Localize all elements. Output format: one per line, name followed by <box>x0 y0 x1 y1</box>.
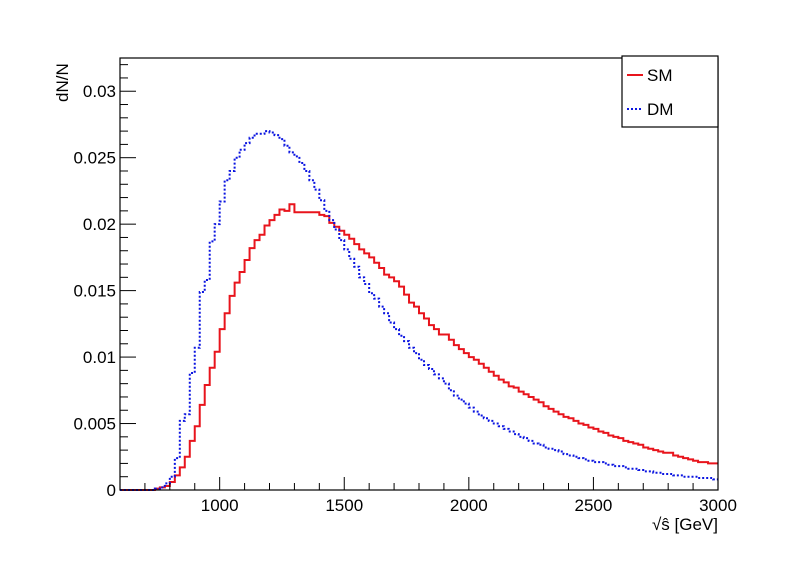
x-tick-label: 1500 <box>325 496 363 515</box>
x-tick-label: 2000 <box>450 496 488 515</box>
series-line-dm <box>120 130 718 491</box>
y-tick-label: 0.01 <box>83 348 116 367</box>
y-axis-label: dN/N <box>53 63 72 102</box>
x-tick-label: 2500 <box>575 496 613 515</box>
legend-label-sm: SM <box>647 66 673 85</box>
y-tick-label: 0.015 <box>73 282 116 301</box>
x-tick-label: 1000 <box>201 496 239 515</box>
x-axis-label: √ŝ [GeV] <box>652 515 718 534</box>
legend: SM DM <box>621 55 719 128</box>
axes-layer: 0 0.005 0.01 0.015 0.02 0.025 0.03 1000 1500 2000… <box>73 64 737 515</box>
y-tick-label: 0.02 <box>83 215 116 234</box>
legend-box <box>621 55 719 128</box>
y-tick-label: 0 <box>107 481 116 500</box>
legend-label-dm: DM <box>647 100 673 119</box>
y-tick-label: 0.005 <box>73 415 116 434</box>
y-tick-label: 0.025 <box>73 149 116 168</box>
x-tick-label: 3000 <box>699 496 737 515</box>
series-layer <box>120 130 718 491</box>
series-line-sm <box>120 203 718 491</box>
y-tick-label: 0.03 <box>83 82 116 101</box>
